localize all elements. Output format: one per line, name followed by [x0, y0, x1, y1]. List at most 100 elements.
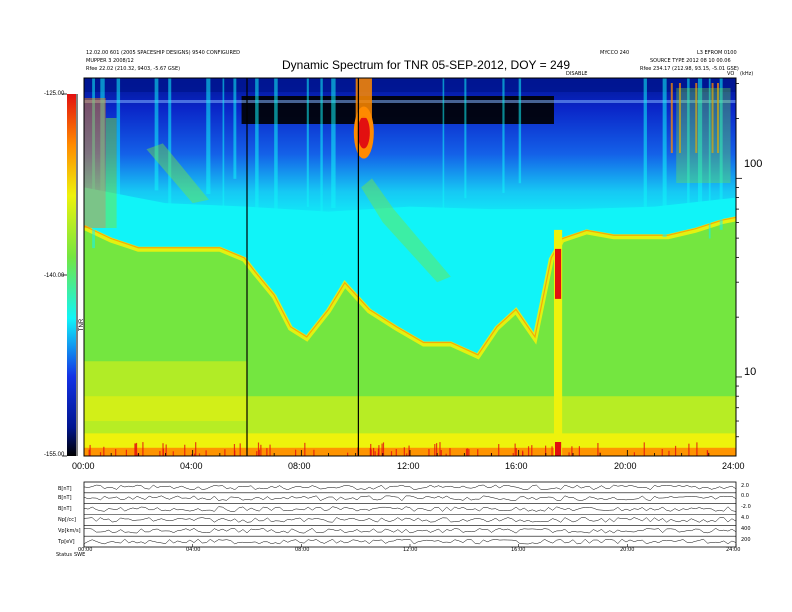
floor-spike [688, 443, 690, 456]
x-tick-0: 00:00 [72, 461, 95, 471]
early-green-patch [105, 118, 117, 228]
panel-right-value-5: 400 [741, 526, 751, 532]
chart-title: Dynamic Spectrum for TNR 05-SEP-2012, DO… [282, 58, 571, 72]
bottom-xtick-2: 08:00 [295, 547, 310, 553]
floor-spike [531, 445, 533, 456]
floor-spike [372, 447, 375, 456]
floor-spike [434, 444, 436, 456]
floor-spike [198, 453, 201, 456]
panel-trace [83, 484, 737, 491]
right-orange-streak [670, 83, 673, 153]
floor-spike [408, 445, 410, 456]
upper-streak [518, 78, 522, 184]
upper-streak [233, 78, 237, 179]
upper-streak [222, 78, 225, 220]
bottom-xtick-6: 24:00 [726, 547, 741, 553]
y-tick-10: 10 [744, 366, 757, 378]
floor-spike [295, 449, 297, 456]
mid-label: DISABLE [566, 71, 588, 77]
floor-spike [578, 446, 580, 456]
panel-trace [83, 495, 737, 502]
panel-label-5: Vp[km/s] [58, 528, 81, 534]
floor-spike [468, 449, 470, 456]
floor-spike [668, 450, 670, 456]
x-tick-4: 16:00 [505, 461, 528, 471]
floor-spike [134, 443, 136, 456]
upper-streak [206, 78, 211, 195]
colorbar-label: TNR [79, 318, 86, 332]
bottom-xtick-1: 04:00 [186, 547, 201, 553]
floor-spike [99, 452, 102, 456]
floor-spike [406, 453, 408, 456]
panel-trace [83, 538, 737, 545]
floor-spike [551, 446, 553, 456]
floor-spike [89, 444, 91, 456]
panel-label-4: Np[/cc] [58, 517, 76, 523]
floor-spike [374, 451, 376, 456]
floor-spike [224, 449, 226, 456]
x-tick-3: 12:00 [397, 461, 420, 471]
bottom-xtick-3: 12:00 [403, 547, 418, 553]
floor-spike [370, 449, 372, 456]
floor-spike [115, 449, 117, 456]
floor-spike [165, 444, 167, 456]
upper-streak [274, 78, 278, 238]
header-left-line1: 12.02.00 601 (2005 SPACESHIP DESIGNS) 95… [86, 50, 240, 56]
floor-spike [390, 451, 393, 456]
colorbar [67, 94, 76, 456]
floor-spike [382, 442, 385, 456]
floor-spike [269, 444, 271, 456]
floor-spike [395, 449, 397, 456]
bottom-xtick-0: 00:00 [78, 547, 93, 553]
floor-spike [347, 452, 349, 456]
upper-streak [331, 78, 336, 209]
panel-trace [83, 506, 737, 512]
right-green-patch [676, 88, 731, 183]
header-right-line1: L3 EFROM 0100 [697, 50, 737, 56]
floor-spike [266, 448, 268, 456]
floor-spike [234, 450, 236, 456]
burst-a-top [355, 78, 372, 118]
panel-label-3: B[nT] [58, 506, 72, 512]
floor-spike [512, 453, 514, 456]
floor-spike [137, 453, 139, 456]
upper-streak [255, 78, 259, 240]
floor-spike [498, 444, 500, 456]
panel-right-value-4: 4.0 [741, 515, 749, 521]
floor-spike [568, 452, 570, 456]
upper-streak [116, 78, 121, 218]
floor-spike [515, 448, 517, 456]
early-orange-patch [84, 98, 106, 228]
panel-label-1: B[nT] [58, 486, 72, 492]
upper-streak [697, 78, 703, 205]
right-orange-streak [678, 83, 681, 153]
floor-spike [706, 450, 708, 456]
upper-streak [306, 78, 309, 208]
bottom-panels [83, 481, 737, 548]
colorbar-tick-bottom: -155.00 [44, 452, 65, 458]
burst-a-core [357, 116, 370, 149]
floor-spike [465, 448, 468, 456]
boundary-orange [84, 216, 736, 356]
header-left-line3: Rfee 22.02 (210.32, 9403, -5.67 GSE) [86, 66, 181, 72]
floor-spike [571, 446, 573, 456]
drift-band-early [146, 143, 209, 204]
burst-b-column [553, 229, 563, 456]
header-right-line2: SOURCE TYPE 2012 08 10 00.06 [650, 58, 731, 64]
panel-trace [83, 527, 737, 534]
footer-status: Status [56, 552, 72, 558]
panel-right-value-2: 0.0 [741, 493, 749, 499]
floor-spike [439, 442, 441, 456]
floor-spike [522, 450, 524, 456]
freq-unit-label: (kHz) [740, 71, 754, 77]
upper-streak [92, 78, 95, 249]
upper-streak [708, 78, 711, 239]
floor-spike [428, 448, 430, 456]
panel-trace [83, 517, 737, 523]
colorbar-tick-top: -125.00 [44, 91, 65, 97]
x-tick-2: 08:00 [288, 461, 311, 471]
floor-spike [445, 453, 447, 456]
upper-streak [168, 78, 172, 214]
panel-right-value-3: -2.0 [741, 504, 751, 510]
right-orange-streak [716, 83, 719, 153]
